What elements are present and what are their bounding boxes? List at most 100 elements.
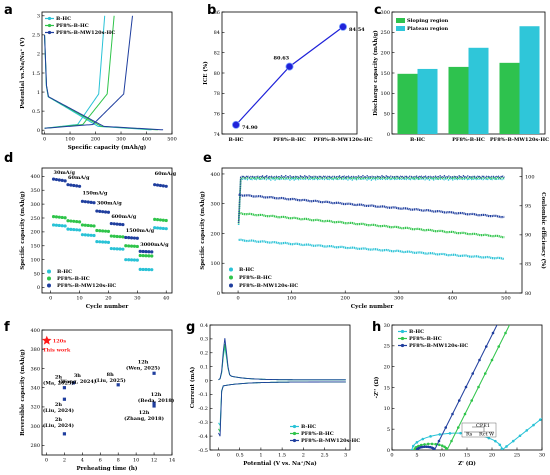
y2-tick-label: 95 — [525, 204, 531, 210]
nyquist-point — [445, 448, 449, 450]
legend-swatch — [396, 18, 405, 23]
x-tick-label: 40 — [163, 296, 169, 302]
bar — [448, 66, 469, 134]
rate-point — [72, 219, 76, 223]
category-label: B-HC — [410, 137, 425, 143]
rate-point — [63, 216, 67, 220]
y-tick-label: 1 — [37, 90, 40, 96]
literature-label: 12h (Zhang, 2018) — [124, 410, 164, 422]
y-tick-label: 78 — [214, 91, 220, 97]
y-tick-label: 100 — [210, 261, 220, 267]
rate-point — [106, 210, 111, 214]
cv-anodic — [218, 343, 346, 381]
panel-g: 0 0.5 1 1.5 2 2.5 3 -0.5 -0.4 -0.3 -0.2 -0.1 0 0.1 0.2… — [189, 323, 360, 467]
literature-point — [152, 404, 156, 408]
highlight-sublabel: This work — [43, 348, 71, 354]
legend-marker — [292, 424, 297, 429]
y-tick-label: 400 — [30, 328, 40, 334]
plot-frame — [221, 167, 523, 294]
y-tick-label: -0.5 — [198, 448, 208, 454]
nyquist-point — [430, 442, 434, 446]
literature-label: 2h (Ma, 2025) — [43, 375, 74, 387]
rate-point — [141, 254, 145, 258]
nyquist-point — [419, 443, 423, 447]
y-tick-label: 1.5 — [32, 71, 40, 77]
panel-f: 0 2 4 6 8 10 12 14 280 300 320 340 360 380 400 Preheati… — [19, 328, 175, 472]
rate-point — [72, 227, 76, 232]
rate-annotation: 1500mA/g — [126, 228, 155, 234]
nyquist-point — [457, 399, 461, 402]
rate-point — [77, 220, 82, 224]
bar — [397, 73, 418, 134]
ce-series — [237, 174, 505, 223]
x-tick-label: 20 — [105, 296, 111, 302]
x-axis-label: Z' (Ω) — [458, 460, 476, 467]
rate-point — [83, 233, 87, 237]
nyquist-point — [456, 426, 460, 429]
rate-point — [95, 209, 99, 213]
x-tick-label: 5 — [415, 453, 418, 459]
label-line: (Ma, 2025) — [43, 380, 74, 387]
legend-marker — [47, 269, 51, 274]
rate-point — [75, 184, 79, 188]
y2-tick-label: 100 — [525, 175, 535, 181]
y-tick-label: 0.2 — [200, 351, 208, 357]
rate-point — [86, 223, 90, 228]
ice-point — [231, 120, 240, 129]
rate-annotation: 60mA/g — [155, 171, 177, 177]
category-label: B-HC — [228, 137, 243, 143]
rate-point — [80, 199, 85, 203]
cv-cathodic — [218, 381, 346, 427]
rate-point — [54, 215, 59, 219]
rate-point — [124, 258, 128, 262]
label-line: (Liu, 2024) — [43, 422, 74, 429]
y-tick-label: 0 — [205, 378, 208, 384]
y-tick-label: 200 — [30, 230, 40, 236]
category-label: PF8%-B-MW120s-HC — [313, 137, 372, 143]
y-tick-label: 250 — [380, 30, 390, 36]
y-axis-label: -Z'' (Ω) — [373, 376, 380, 398]
legend-label: PF8%-B-HC — [301, 431, 334, 437]
rate-point — [153, 183, 157, 187]
charge-curve — [44, 15, 133, 129]
category-label: PF8%-B-HC — [452, 137, 485, 143]
data-label: 84.54 — [349, 27, 365, 33]
rate-point — [135, 258, 139, 262]
rate-point — [124, 235, 128, 240]
rate-point — [147, 250, 151, 254]
nyquist-point — [450, 439, 453, 443]
y-tick-label: 0.4 — [200, 323, 208, 329]
nyquist-point — [487, 436, 491, 440]
legend-marker — [229, 283, 233, 288]
y-tick-label: 15 — [384, 385, 390, 391]
y-tick-label: 25 — [384, 344, 390, 350]
nyquist-point — [423, 445, 426, 449]
y-tick-label: 150 — [380, 71, 390, 77]
rate-point — [80, 223, 85, 227]
rate-point — [158, 183, 163, 188]
x-tick-label: 10 — [76, 296, 82, 302]
x-tick-label: 0 — [49, 296, 52, 302]
rate-point — [103, 210, 108, 214]
y-tick-label: 5 — [387, 427, 390, 433]
x-tick-label: 8 — [117, 458, 120, 464]
x-tick-label: 100 — [287, 296, 297, 302]
rate-point — [164, 218, 168, 223]
rate-point — [132, 236, 137, 240]
legend-label: B-HC — [409, 329, 424, 335]
y-tick-label: 360 — [30, 366, 40, 372]
cv-cathodic — [218, 381, 346, 437]
label-line: (Liu, 2025) — [95, 377, 126, 384]
nyquist-point — [421, 437, 425, 441]
y-tick-label: -0.3 — [198, 420, 208, 426]
legend-marker — [400, 336, 405, 341]
literature-label: 12h (Wen, 2025) — [126, 359, 160, 371]
y-tick-label: 82 — [214, 50, 220, 56]
rate-point — [89, 200, 93, 204]
rate-annotation: 60mA/g — [68, 175, 90, 181]
rate-point — [118, 235, 122, 239]
ice-point — [338, 22, 347, 31]
rate-point — [66, 227, 70, 231]
y-tick-label: 0.1 — [200, 364, 208, 370]
nyquist-point — [448, 432, 452, 435]
